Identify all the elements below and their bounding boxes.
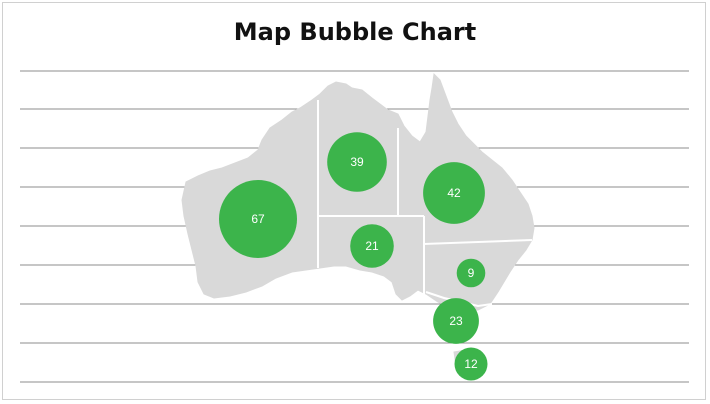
bubble-victoria (433, 298, 479, 344)
bubble-western-australia (219, 180, 297, 258)
bubble-northern-territory (327, 132, 387, 192)
bubble-label-western-australia: 67 (251, 212, 265, 226)
bubble-label-victoria: 23 (449, 314, 463, 328)
bubble-tasmania (454, 347, 488, 381)
bubble-label-northern-territory: 39 (350, 155, 364, 169)
bubble-south-australia (350, 224, 394, 268)
bubbles: 67 39 42 21 9 23 12 (219, 132, 488, 381)
chart-title: Map Bubble Chart (233, 18, 477, 46)
bubble-label-tasmania: 12 (464, 357, 478, 371)
state-borders (317, 100, 533, 308)
bubble-label-south-australia: 21 (365, 239, 379, 253)
bubble-label-new-south-wales: 9 (468, 266, 475, 280)
bubble-queensland (423, 162, 485, 224)
bubble-label-queensland: 42 (447, 186, 461, 200)
bubble-new-south-wales (456, 258, 486, 288)
